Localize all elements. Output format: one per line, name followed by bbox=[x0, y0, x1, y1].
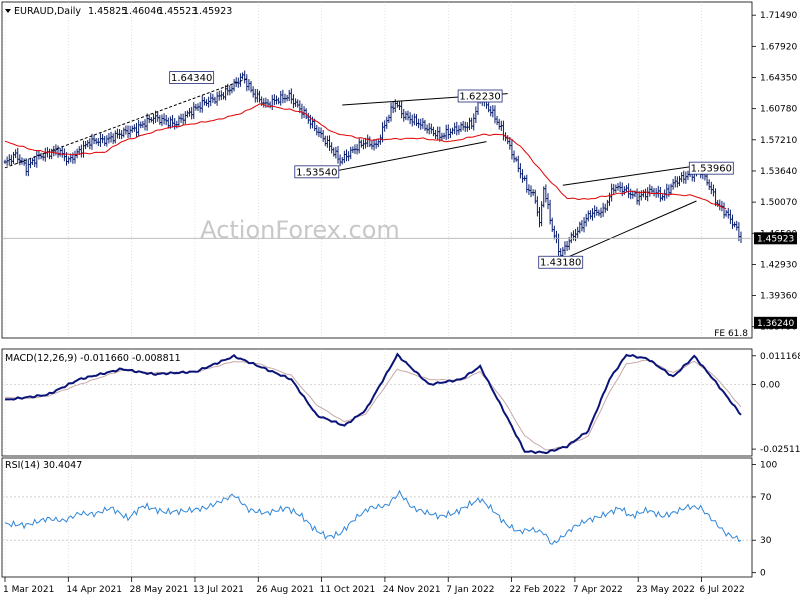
y-tick-label: 70 bbox=[760, 493, 772, 503]
ohlc-close: 1.45923 bbox=[193, 6, 232, 17]
trendline-range-bottom-2021 bbox=[333, 141, 487, 172]
macd-label: MACD(12,26,9) -0.011660 -0.008811 bbox=[5, 353, 181, 364]
macd-line bbox=[4, 352, 742, 455]
rsi-label: RSI(14) 30.4047 bbox=[5, 460, 82, 471]
last-price-label: 1.45923 bbox=[757, 234, 794, 244]
price-annotation-box bbox=[457, 89, 503, 103]
ohlc-high: 1.46046 bbox=[123, 6, 162, 17]
y-tick-label: 100 bbox=[760, 460, 777, 470]
y-tick-label: 1.53640 bbox=[760, 167, 797, 177]
x-tick-label: 11 Oct 2021 bbox=[320, 585, 376, 595]
x-tick-label: 13 Jul 2021 bbox=[193, 585, 244, 595]
ohlc-low: 1.45523 bbox=[158, 6, 197, 17]
price-annotation: 1.53540 bbox=[294, 165, 340, 179]
price-annotation: 1.62230 bbox=[457, 89, 503, 103]
y-tick-label: 0.011168 bbox=[760, 352, 800, 362]
fe-price-tag bbox=[754, 316, 797, 329]
y-tick-label: 30 bbox=[760, 536, 772, 546]
y-tick-label: -0.025117 bbox=[760, 445, 800, 455]
rsi-line bbox=[4, 489, 742, 545]
y-tick-label: 1.60780 bbox=[760, 105, 797, 115]
moving-average-line bbox=[4, 103, 727, 210]
y-tick-label: 0.00 bbox=[760, 380, 780, 390]
rsi-panel: RSI(14) 30.4047 100 70 30 0 bbox=[1, 457, 777, 579]
x-tick-label: 7 Apr 2022 bbox=[573, 585, 623, 595]
x-tick-label: 1 Mar 2021 bbox=[3, 585, 54, 595]
price-annotation-label: 1.53960 bbox=[691, 164, 732, 175]
x-tick-label: 7 Jan 2022 bbox=[446, 585, 494, 595]
time-axis: 1 Mar 2021 14 Apr 2021 28 May 2021 13 Jul 2… bbox=[3, 577, 745, 595]
watermark: ActionForex.com bbox=[200, 216, 400, 244]
macd-panel: MACD(12,26,9) -0.011660 -0.008811 0.0111… bbox=[1, 348, 800, 457]
price-annotation-box bbox=[538, 255, 584, 269]
trendline-wedge-top-2022 bbox=[562, 164, 701, 186]
price-annotation-label: 1.53540 bbox=[296, 167, 337, 178]
trendline-uptrend-2021 bbox=[4, 78, 247, 169]
x-tick-label: 24 Nov 2021 bbox=[383, 585, 441, 595]
trendline-wedge-bottom-2022 bbox=[556, 200, 697, 263]
price-annotation-label: 1.62230 bbox=[459, 91, 500, 102]
x-tick-label: 26 Aug 2021 bbox=[256, 585, 314, 595]
price-annotation: 1.53960 bbox=[688, 161, 734, 175]
y-tick-label: 1.67920 bbox=[760, 42, 797, 52]
y-tick-label: 1.42930 bbox=[760, 260, 797, 270]
ohlc-open: 1.45825 bbox=[88, 6, 127, 17]
price-panel: ActionForex.com EURAUD,Daily 1.45825 1.4… bbox=[1, 1, 797, 339]
y-tick-label: 1.39360 bbox=[760, 292, 797, 302]
price-annotation: 1.64340 bbox=[169, 71, 215, 84]
x-tick-label: 22 Feb 2022 bbox=[510, 585, 566, 595]
fe-price-label: 1.36240 bbox=[757, 319, 794, 329]
price-annotation-box bbox=[169, 71, 215, 84]
fe-label: FE 61.8 bbox=[714, 329, 748, 339]
x-tick-label: 14 Apr 2021 bbox=[66, 585, 122, 595]
y-tick-label: 0 bbox=[760, 569, 766, 579]
x-tick-label: 28 May 2021 bbox=[130, 585, 189, 595]
x-tick-label: 23 May 2022 bbox=[636, 585, 695, 595]
y-tick-label: 1.71490 bbox=[760, 11, 797, 21]
chart-symbol: EURAUD,Daily bbox=[14, 6, 81, 17]
y-tick-label: 1.50070 bbox=[760, 198, 797, 208]
y-tick-label: 1.64350 bbox=[760, 73, 797, 83]
last-price-tag bbox=[754, 232, 797, 245]
y-tick-label: 1.57210 bbox=[760, 136, 797, 146]
price-annotation-box bbox=[294, 165, 340, 179]
price-annotation-label: 1.64340 bbox=[171, 73, 212, 84]
x-tick-label: 6 Jul 2022 bbox=[700, 585, 745, 595]
price-annotation: 1.43180 bbox=[538, 255, 584, 269]
symbol-dropdown-icon[interactable] bbox=[5, 9, 11, 13]
price-annotation-box bbox=[688, 161, 734, 175]
price-annotation-label: 1.43180 bbox=[540, 258, 581, 269]
